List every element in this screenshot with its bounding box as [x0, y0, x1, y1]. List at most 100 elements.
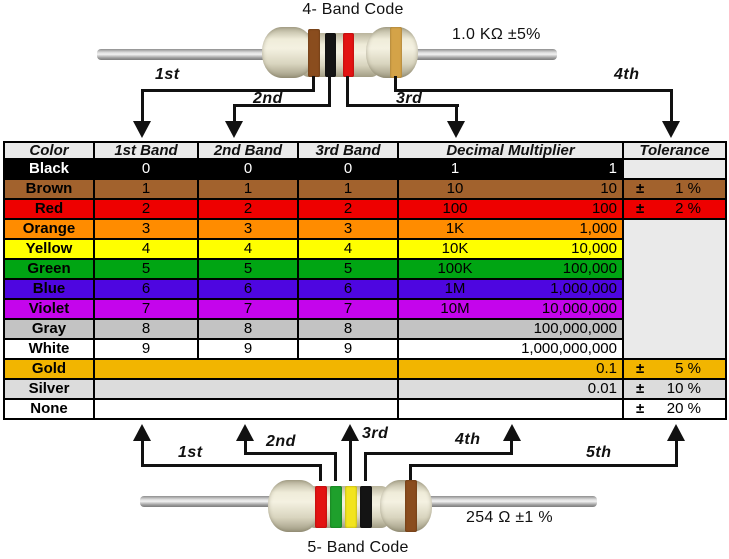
five-band-code-title: 5- Band Code [307, 539, 409, 556]
brown-band [308, 29, 320, 77]
color-name-cell: None [3, 398, 95, 420]
top-resistor-left-cap [262, 27, 314, 78]
band2-digit-cell: 5 [197, 258, 299, 280]
table-row-orange: Orange 3 3 3 1K 1,000 [3, 218, 727, 360]
gold-band [390, 27, 402, 78]
band2-digit-cell: 4 [197, 238, 299, 260]
tolerance-cell: ±2 % [622, 198, 727, 220]
multiplier-value: 100 [591, 200, 617, 217]
color-name-cell: Gray [3, 318, 95, 340]
band1-digit-cell: 2 [93, 198, 199, 220]
band2-digit-cell: 9 [197, 338, 299, 360]
multiplier-cell: 10M 10,000,000 [397, 298, 624, 320]
band1-digit-cell: 8 [93, 318, 199, 340]
arrow-up-icon [667, 424, 685, 441]
multiplier-value: 1,000,000 [550, 280, 617, 297]
bottom-arrow-1st-label: 1st [178, 444, 203, 461]
table-row-violet: Violet 7 7 7 10M 10,000,000 [3, 298, 726, 320]
header-decimal-multiplier: Decimal Multiplier [397, 141, 624, 160]
table-row-gold: Gold 0.1 ±5 % [3, 358, 727, 380]
multiplier-shorthand: 100K [437, 260, 473, 277]
band3-digit-cell: 4 [297, 238, 399, 260]
table-row-blue: Blue 6 6 6 1M 1,000,000 [3, 278, 726, 300]
table-row-red: Red 2 2 2 100 100 ±2 % [3, 198, 727, 220]
color-name-cell: Yellow [3, 238, 95, 260]
top-arrow-3rd-label: 3rd [396, 90, 423, 107]
header-1st-band: 1st Band [93, 141, 199, 160]
band3-digit-cell: 5 [297, 258, 399, 280]
multiplier-shorthand: 1 [450, 160, 460, 177]
tolerance-value: 1 % [675, 180, 701, 197]
color-code-table: Color 1st Band 2nd Band 3rd Band Decimal… [3, 141, 727, 420]
merged-band-cell [93, 398, 399, 420]
tolerance-value: 20 % [666, 400, 701, 417]
tolerance-cell: ±10 % [622, 378, 727, 400]
tolerance-value: 10 % [666, 380, 701, 397]
multiplier-shorthand: 1M [444, 280, 466, 297]
multiplier-cell: 1M 1,000,000 [397, 278, 624, 300]
band3-digit-cell: 7 [297, 298, 399, 320]
plus-minus-sign: ± [636, 200, 645, 217]
multiplier-cell: 1K 1,000 [397, 218, 624, 240]
plus-minus-sign: ± [636, 380, 645, 397]
black-band [360, 486, 372, 528]
color-name-cell: Orange [3, 218, 95, 240]
top-arrow-4th-label: 4th [614, 66, 640, 83]
color-name-cell: Silver [3, 378, 95, 400]
multiplier-value: 10,000,000 [541, 300, 617, 317]
table-row-silver: Silver 0.01 ±10 % [3, 378, 727, 400]
multiplier-cell: 100 100 [397, 198, 624, 220]
band2-digit-cell: 3 [197, 218, 299, 240]
band3-digit-cell: 0 [297, 158, 399, 180]
color-name-cell: Green [3, 258, 95, 280]
four-band-code-title: 4- Band Code [302, 1, 404, 18]
color-name-cell: Black [3, 158, 95, 180]
band1-digit-cell: 9 [93, 338, 199, 360]
header-3rd-band: 3rd Band [297, 141, 399, 160]
multiplier-value: 10 [600, 180, 617, 197]
band1-digit-cell: 4 [93, 238, 199, 260]
band2-digit-cell: 2 [197, 198, 299, 220]
table-row-white: White 9 9 9 1,000,000,000 [3, 338, 726, 360]
band3-digit-cell: 1 [297, 178, 399, 200]
bottom-arrow-4th-label: 4th [455, 431, 481, 448]
multiplier-value: 100,000,000 [533, 320, 617, 337]
table-row-yellow: Yellow 4 4 4 10K 10,000 [3, 238, 726, 260]
bottom-resistor-left-cap [268, 480, 320, 532]
arrow-up-icon [236, 424, 254, 441]
tolerance-cell: ±1 % [622, 178, 727, 200]
band1-digit-cell: 0 [93, 158, 199, 180]
tolerance-cell: ±20 % [622, 398, 727, 420]
table-row-gray: Gray 8 8 8 100,000,000 [3, 318, 726, 340]
top-arrow-2nd-label: 2nd [253, 90, 283, 107]
multiplier-cell: 100,000,000 [397, 318, 624, 340]
color-name-cell: Gold [3, 358, 95, 380]
tolerance-value: 2 % [675, 200, 701, 217]
band2-digit-cell: 8 [197, 318, 299, 340]
band3-digit-cell: 2 [297, 198, 399, 220]
tolerance-value: 5 % [675, 360, 701, 377]
bottom-arrow-2nd-label: 2nd [266, 433, 296, 450]
multiplier-value: 1,000,000,000 [521, 340, 617, 357]
band1-digit-cell: 7 [93, 298, 199, 320]
bottom-arrow-5th-label: 5th [586, 444, 612, 461]
header-color: Color [3, 141, 95, 160]
color-name-cell: White [3, 338, 95, 360]
five-band-resistor-value: 254 Ω ±1 % [466, 509, 553, 526]
color-code-table-body: Black 0 0 0 1 1 Brown 1 1 1 10 10 ±1 % Red 2 2 2 100 100 ±2… [3, 158, 727, 420]
multiplier-value: 0.01 [587, 380, 617, 397]
band2-digit-cell: 6 [197, 278, 299, 300]
color-name-cell: Blue [3, 278, 95, 300]
band3-digit-cell: 6 [297, 278, 399, 300]
multiplier-shorthand: 1K [445, 220, 465, 237]
tolerance-empty-cell [622, 158, 727, 180]
multiplier-shorthand: 100 [442, 200, 468, 217]
arrow-up-icon [503, 424, 521, 441]
plus-minus-sign: ± [636, 360, 645, 377]
tolerance-cell: ±5 % [622, 358, 727, 380]
red-band [343, 33, 354, 77]
multiplier-cell: 0.01 [397, 378, 624, 400]
multiplier-cell: 10K 10,000 [397, 238, 624, 260]
color-name-cell: Brown [3, 178, 95, 200]
